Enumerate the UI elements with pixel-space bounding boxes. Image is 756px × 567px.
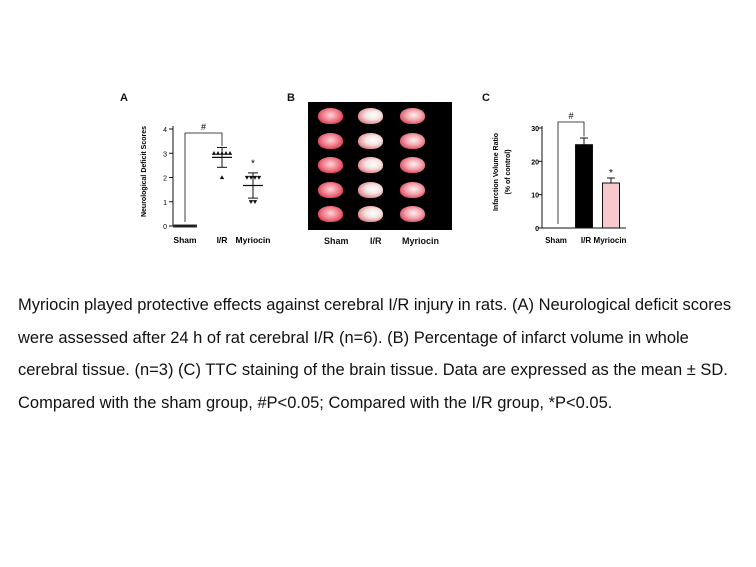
y-axis-label: Neurological Deficit Scores <box>141 126 148 217</box>
data-point <box>227 151 233 155</box>
data-point <box>211 151 217 155</box>
x-tick-label: I/R <box>217 235 228 245</box>
y-tick-label: 20 <box>531 159 539 166</box>
y-tick-label: 3 <box>163 151 167 158</box>
brain-slice <box>318 157 343 173</box>
y-axis-label-unit: (% of control) <box>505 149 512 194</box>
brain-slice <box>358 108 383 124</box>
significance-mark-hash: # <box>201 122 206 132</box>
y-tick-label: 30 <box>531 126 539 133</box>
brain-slice <box>400 181 425 198</box>
brain-slice <box>318 206 343 222</box>
data-point <box>248 175 254 180</box>
brain-slice <box>358 206 383 222</box>
brain-slice <box>400 206 425 222</box>
x-tick-label: Sham <box>545 236 567 245</box>
significance-mark-hash: # <box>568 111 573 121</box>
figure-caption: Myriocin played protective effects again… <box>18 296 732 412</box>
brain-slice <box>318 132 343 149</box>
bar <box>602 182 620 229</box>
brain-slice <box>358 181 383 198</box>
y-tick-label: 2 <box>163 176 167 183</box>
significance-mark-star: * <box>251 159 255 170</box>
panel-letter-b: B <box>287 92 295 104</box>
significance-bracket <box>184 132 223 222</box>
bar <box>575 144 593 229</box>
x-tick-label: Myriocin <box>594 236 627 245</box>
x-tick-label: I/R <box>581 236 591 245</box>
photo-label-ir: I/R <box>370 236 382 246</box>
brain-slice <box>400 132 425 149</box>
photo-label-myriocin: Myriocin <box>402 236 440 246</box>
significance-bracket <box>557 121 585 224</box>
brain-slice <box>358 157 383 173</box>
significance-mark-star: * <box>609 168 613 179</box>
chart-c-infarction-volume: 0 10 20 30 Infarction Volume Ratio (% of cont… <box>493 111 627 245</box>
x-tick-label: Myriocin <box>236 235 271 245</box>
brain-slice <box>318 108 343 124</box>
data-point <box>256 175 262 180</box>
data-point <box>252 175 258 180</box>
data-point <box>244 175 250 180</box>
x-tick-label: Sham <box>173 235 197 245</box>
panel-letter-c: C <box>482 92 490 104</box>
data-point <box>248 200 254 204</box>
ttc-staining-photo <box>308 102 452 230</box>
data-point <box>215 151 221 155</box>
brain-slice <box>400 157 425 173</box>
data-point <box>219 175 225 180</box>
brain-slice <box>318 181 343 198</box>
y-axis-label: Infarction Volume Ratio <box>493 133 500 211</box>
y-tick-label: 1 <box>163 200 167 207</box>
photo-label-sham: Sham <box>324 236 349 246</box>
brain-slice <box>358 132 383 149</box>
y-tick-label: 0 <box>163 224 167 231</box>
y-tick-label: 4 <box>163 127 167 134</box>
figure: A B C 0 1 2 3 4 Neurological Deficit Scores Sh… <box>0 0 756 260</box>
data-point <box>223 151 229 155</box>
brain-slice <box>400 108 425 124</box>
chart-a-neurological-scores: 0 1 2 3 4 Neurological Deficit Scores Sham I/R M… <box>141 122 271 245</box>
y-tick-label: 0 <box>535 226 539 233</box>
y-tick-label: 10 <box>531 193 539 200</box>
panel-letter-a: A <box>120 92 128 104</box>
data-point <box>252 200 258 204</box>
